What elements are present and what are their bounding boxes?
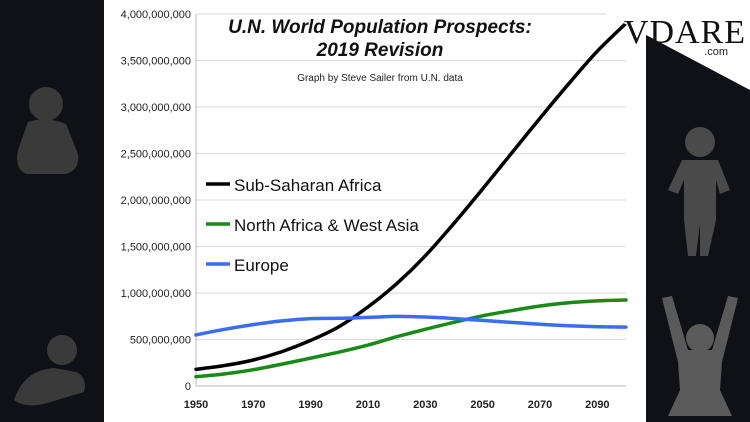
child-silhouette-bottom-right <box>662 296 738 416</box>
x-tick-label: 2050 <box>470 399 494 411</box>
chart-credit: Graph by Steve Sailer from U.N. data <box>297 73 463 84</box>
chart-title: U.N. World Population Prospects: <box>228 17 532 38</box>
legend: Sub-Saharan Africa North Africa & West As… <box>206 176 419 275</box>
baby-silhouette-top-left <box>17 87 79 174</box>
chart-panel: 0 500,000,000 1,000,000,000 1,500,000,000 2,… <box>104 0 646 422</box>
y-tick-label: 2,000,000,000 <box>121 195 191 207</box>
brand-domain: .com <box>704 46 728 58</box>
series-line-2 <box>194 314 628 337</box>
legend-label: Europe <box>234 256 289 275</box>
y-tick-label: 0 <box>185 381 191 393</box>
x-tick-label: 1990 <box>298 399 322 411</box>
series-line-1 <box>194 298 628 379</box>
y-axis-ticks: 0 500,000,000 1,000,000,000 1,500,000,000 2,… <box>121 9 191 393</box>
x-axis-ticks: 1950 1970 1990 2010 2030 2050 2070 2090 <box>184 399 610 411</box>
x-tick-label: 1950 <box>184 399 208 411</box>
brand-logo[interactable]: VDARE <box>623 14 746 51</box>
legend-label: North Africa & West Asia <box>234 216 419 235</box>
x-tick-label: 2010 <box>356 399 380 411</box>
chart-subtitle: 2019 Revision <box>316 40 444 61</box>
child-silhouette-top-right <box>668 127 730 256</box>
gridlines <box>196 13 626 340</box>
population-line-chart: 0 500,000,000 1,000,000,000 1,500,000,000 2,… <box>121 9 628 411</box>
x-tick-label: 2090 <box>585 399 609 411</box>
series-line-0 <box>194 21 628 372</box>
baby-silhouette-bottom-left <box>14 335 85 406</box>
y-tick-label: 4,000,000,000 <box>121 9 191 21</box>
y-tick-label: 1,000,000,000 <box>121 288 191 300</box>
y-tick-label: 500,000,000 <box>130 335 191 347</box>
y-tick-label: 3,000,000,000 <box>121 102 191 114</box>
x-tick-label: 1970 <box>241 399 265 411</box>
y-tick-label: 2,500,000,000 <box>121 149 191 161</box>
legend-label: Sub-Saharan Africa <box>234 176 382 195</box>
brand-corner <box>580 0 750 90</box>
series-lines <box>194 21 628 379</box>
y-tick-label: 1,500,000,000 <box>121 242 191 254</box>
x-tick-label: 2070 <box>528 399 552 411</box>
y-tick-label: 3,500,000,000 <box>121 56 191 68</box>
x-tick-label: 2030 <box>413 399 437 411</box>
